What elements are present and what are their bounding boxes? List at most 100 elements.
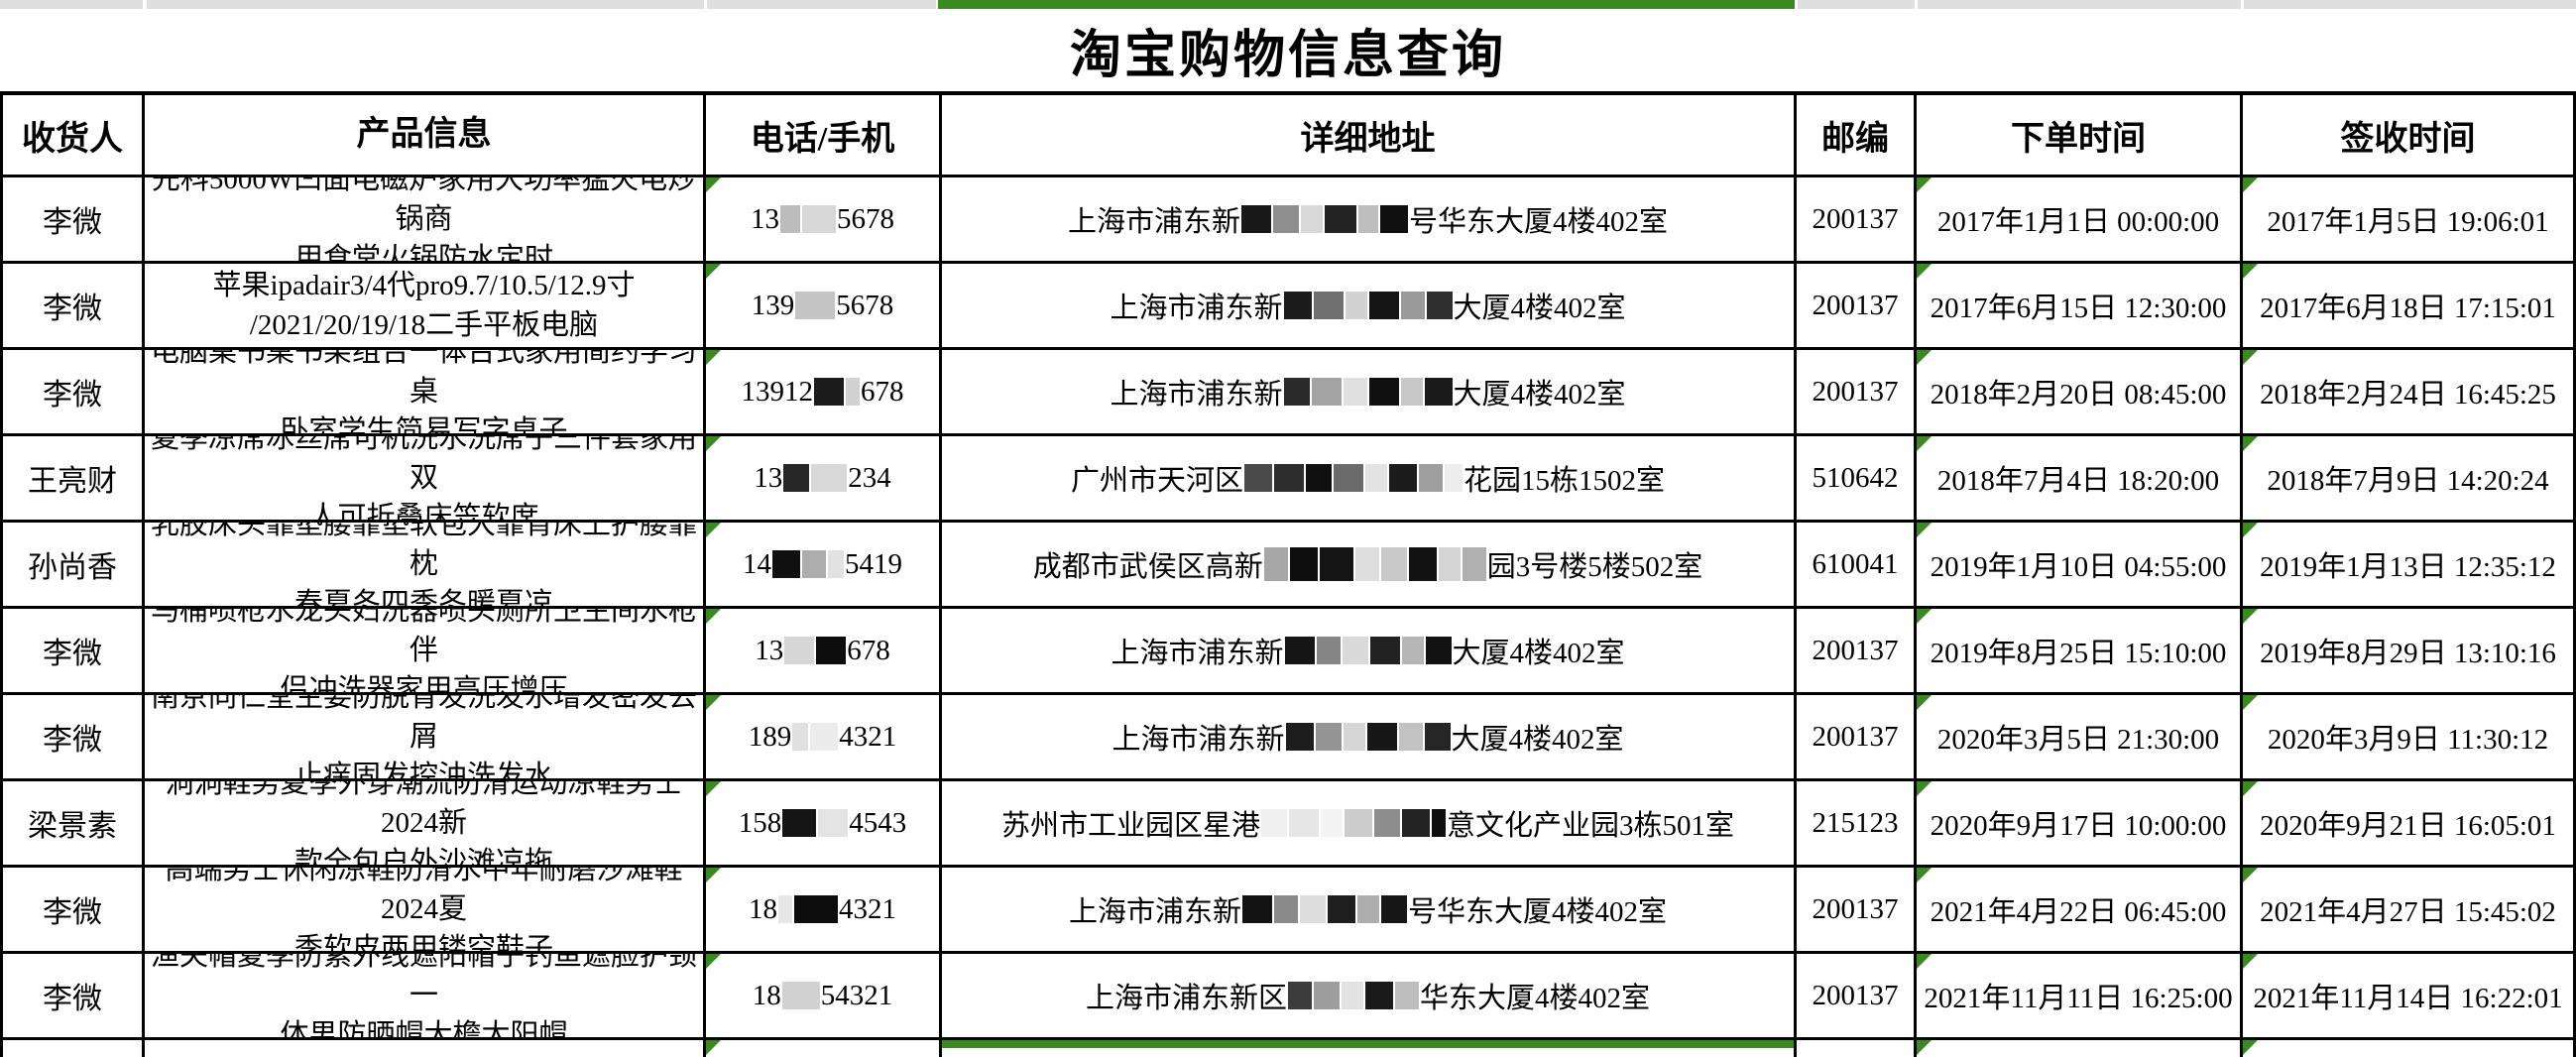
order-time-cell[interactable]: 2021年4月22日 06:45:00 [1917,868,2243,954]
recipient-cell[interactable]: 孙尚香 [3,523,145,609]
zip-code-cell[interactable]: 200137 [1797,177,1917,264]
column-header-order_time[interactable]: 下单时间 [1917,95,2243,177]
zip-code-cell[interactable]: 610041 [1797,523,1917,609]
zip-cell[interactable] [1797,1040,1917,1057]
column-header-sign_time[interactable]: 签收时间 [2243,95,2576,177]
redaction-box [1398,723,1423,751]
cell-flag-triangle-icon [2243,954,2258,969]
sign-time-cell[interactable]: 2017年1月5日 19:06:01 [2243,177,2576,264]
recipient-cell[interactable]: 李微 [3,177,145,264]
zip-code-cell[interactable]: 215123 [1797,781,1917,868]
address-cell[interactable]: 上海市浦东新 大厦4楼402室 [942,350,1797,436]
sign_time-cell[interactable] [2243,1040,2576,1057]
phone-visible-prefix: 13 [755,634,784,666]
product-info-cell[interactable]: 电脑桌书桌书架组合一体台式家用简约学习桌 卧室学生简易写字桌子 [145,350,706,436]
redaction-box [792,723,809,751]
address-visible-suffix: 花园15栋1502室 [1464,465,1666,497]
recipient-cell[interactable] [3,1040,145,1057]
recipient-cell[interactable]: 梁景素 [3,781,145,868]
sign-time-cell[interactable]: 2017年6月18日 17:15:01 [2243,264,2576,350]
sign-time-cell[interactable]: 2020年3月9日 11:30:12 [2243,695,2576,781]
order-time-cell[interactable]: 2017年1月1日 00:00:00 [1917,177,2243,264]
phone-cell[interactable]: 13 234 [706,436,942,523]
address-cell[interactable]: 上海市浦东新 号华东大厦4楼402室 [942,868,1797,954]
phone-cell[interactable]: 14 5419 [706,523,942,609]
address-visible-prefix: 苏州市工业园区星港 [1000,810,1260,842]
sign-time-cell[interactable]: 2019年8月29日 13:10:16 [2243,609,2576,695]
product-info-cell[interactable]: 高端男士休闲凉鞋防滑水中年耐磨沙滩鞋2024夏 季软皮两用镂空鞋子 [145,868,706,954]
order-time-cell[interactable]: 2021年11月11日 16:25:00 [1917,954,2243,1040]
phone-text: 14 5419 [743,548,902,581]
product-info-cell[interactable]: 夏季凉席冰丝席可机洗水洗席子三件套家用双 人可折叠床笠软席 [145,436,706,523]
product-info-cell[interactable]: 苹果ipadair3/4代pro9.7/10.5/12.9寸 /2021/20/… [145,264,706,350]
address-cell[interactable]: 上海市浦东新 大厦4楼402室 [942,264,1797,350]
phone-cell[interactable]: 18 54321 [706,954,942,1040]
product-info-cell[interactable]: 乳胶床头靠垫腰靠垫软包大靠背床上护腰靠枕 春夏冬四季冬暖夏凉 [145,523,706,609]
recipient-cell[interactable]: 李微 [3,264,145,350]
sign-time-cell[interactable]: 2018年2月24日 16:45:25 [2243,350,2576,436]
address-cell[interactable]: 广州市天河区 花园15栋1502室 [942,436,1797,523]
product-info-cell[interactable]: 渔夫帽夏季防紫外线遮阳帽子钓鱼遮脸护颈一 体男防晒帽大檐太阳帽 [145,954,706,1040]
zip-code-cell[interactable]: 510642 [1797,436,1917,523]
recipient-cell[interactable]: 王亮财 [3,436,145,523]
column-header-zip[interactable]: 邮编 [1797,95,1917,177]
zip-code-cell[interactable]: 200137 [1797,264,1917,350]
product-info-cell[interactable]: 先科5000W凹面电磁炉家用大功率猛火电炒锅商 用食堂火锅防水定时 [145,177,706,264]
phone-cell[interactable]: 13 678 [706,609,942,695]
recipient-cell[interactable]: 李微 [3,350,145,436]
recipient-cell[interactable]: 李微 [3,695,145,781]
zip-code-cell[interactable]: 200137 [1797,350,1917,436]
redaction-box [802,205,836,233]
page-title[interactable]: 淘宝购物信息查询 [1069,28,1506,84]
product-info-cell[interactable]: 马桶喷枪水龙头妇洗器喷头厕所卫生间水枪伴 侣冲洗器家用高压增压 [145,609,706,695]
order-time-text: 2020年3月5日 21:30:00 [1936,724,2220,756]
product-info-cell[interactable]: 南京同仁堂生姜防脱育发洗发水增发密发去屑 止痒固发控油洗发水 [145,695,706,781]
sign-time-cell[interactable]: 2021年11月14日 16:22:01 [2243,954,2576,1040]
address-cell[interactable] [942,1040,1797,1057]
address-cell[interactable]: 上海市浦东新 号华东大厦4楼402室 [942,177,1797,264]
order-time-cell[interactable]: 2019年1月10日 04:55:00 [1917,523,2243,609]
recipient-cell[interactable]: 李微 [3,609,145,695]
order-time-cell[interactable]: 2018年2月20日 08:45:00 [1917,350,2243,436]
phone-cell[interactable]: 13912 678 [706,350,942,436]
sign-time-cell[interactable]: 2020年9月21日 16:05:01 [2243,781,2576,868]
product-info-cell[interactable]: 洞洞鞋男夏季外穿潮流防滑运动凉鞋男士2024新 款全包户外沙滩凉拖 [145,781,706,868]
redaction-box [1400,378,1423,406]
address-cell[interactable]: 上海市浦东新 大厦4楼402室 [942,695,1797,781]
recipient-cell[interactable]: 李微 [3,868,145,954]
table-header-row: 收货人 产品信息 电话/手机 详细地址 邮编 下单时间 签收时间 [3,95,2576,177]
redaction-box [1354,547,1379,581]
order-time-cell[interactable]: 2018年7月4日 18:20:00 [1917,436,2243,523]
zip-code-cell[interactable]: 200137 [1797,609,1917,695]
address-cell[interactable]: 上海市浦东新区 华东大厦4楼402室 [942,954,1797,1040]
recipient-cell[interactable]: 李微 [3,954,145,1040]
order-time-cell[interactable]: 2017年6月15日 12:30:00 [1917,264,2243,350]
zip-code-cell[interactable]: 200137 [1797,868,1917,954]
address-cell[interactable]: 成都市武侯区高新 园3号楼5楼502室 [942,523,1797,609]
phone-visible-prefix: 13 [754,461,783,494]
product-cell[interactable] [145,1040,706,1057]
orders-table: 收货人 产品信息 电话/手机 详细地址 邮编 下单时间 签收时间 李微 先科5000W凹面电磁炉… [0,91,2576,1057]
phone-cell[interactable]: 13 5678 [706,177,942,264]
sign-time-cell[interactable]: 2018年7月9日 14:20:24 [2243,436,2576,523]
order_time-cell[interactable] [1917,1040,2243,1057]
phone-cell[interactable]: 139 5678 [706,264,942,350]
column-header-phone[interactable]: 电话/手机 [706,95,942,177]
order-time-cell[interactable]: 2020年9月17日 10:00:00 [1917,781,2243,868]
zip-code-cell[interactable]: 200137 [1797,954,1917,1040]
phone-cell[interactable]: 189 4321 [706,695,942,781]
order-time-cell[interactable]: 2019年8月25日 15:10:00 [1917,609,2243,695]
redaction-box [846,378,860,406]
phone-cell[interactable]: 18 4321 [706,868,942,954]
column-header-address[interactable]: 详细地址 [942,95,1797,177]
order-time-cell[interactable]: 2020年3月5日 21:30:00 [1917,695,2243,781]
address-cell[interactable]: 苏州市工业园区星港 意文化产业园3栋501室 [942,781,1797,868]
zip-code-cell[interactable]: 200137 [1797,695,1917,781]
phone-cell[interactable]: 158 4543 [706,781,942,868]
sign-time-cell[interactable]: 2019年1月13日 12:35:12 [2243,523,2576,609]
column-header-recipient[interactable]: 收货人 [3,95,145,177]
phone-cell[interactable] [706,1040,942,1057]
sign-time-cell[interactable]: 2021年4月27日 15:45:02 [2243,868,2576,954]
address-cell[interactable]: 上海市浦东新 大厦4楼402室 [942,609,1797,695]
column-header-product[interactable]: 产品信息 [145,95,706,177]
